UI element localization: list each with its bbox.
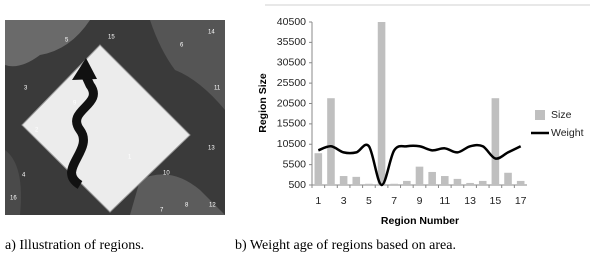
bar: [428, 172, 436, 185]
bar: [327, 98, 335, 185]
bar: [479, 181, 487, 185]
bar: [365, 184, 373, 185]
bar: [340, 176, 348, 185]
x-tick-label: 11: [439, 195, 450, 207]
caption: b) Weight age of regions based on area.: [235, 238, 456, 253]
y-tick-label: 20500: [277, 97, 306, 109]
y-tick-label: 40500: [277, 16, 306, 28]
bar: [352, 177, 360, 185]
legend-label: Weight: [551, 127, 584, 139]
bar: [390, 184, 398, 185]
x-tick-label: 3: [341, 195, 347, 207]
bar: [315, 153, 323, 185]
bar: [441, 176, 449, 185]
caption: a) Illustration of regions.: [5, 238, 144, 253]
y-tick-label: 30500: [277, 57, 306, 69]
x-tick-label: 7: [391, 195, 397, 207]
region-label: 15: [108, 35, 115, 41]
region-label: 16: [10, 196, 17, 202]
region-label: 12: [209, 203, 216, 209]
legend-label: Size: [551, 109, 572, 121]
y-tick-label: 10500: [277, 138, 306, 150]
page: {"illustration": {"region_labels": ["5",…: [0, 0, 597, 260]
bar: [504, 173, 512, 185]
y-tick-label: 5500: [283, 158, 307, 170]
bar: [416, 167, 424, 185]
bar: [492, 98, 500, 185]
x-tick-label: 5: [366, 195, 372, 207]
bar: [517, 181, 525, 185]
y-tick-label: 25500: [277, 77, 306, 89]
x-axis-label: Region Number: [381, 215, 459, 227]
x-tick-label: 9: [417, 195, 423, 207]
figure: 5 15 6 14 3 9 11 2 1 13 4 10 16 7 8 12 a…: [0, 0, 597, 260]
y-tick-label: 15500: [277, 118, 306, 130]
region-label: 14: [208, 30, 215, 36]
x-tick-label: 13: [464, 195, 476, 207]
region-label: 13: [208, 146, 215, 152]
bar: [378, 22, 386, 185]
bar: [454, 179, 462, 185]
x-tick-label: 1: [315, 195, 321, 207]
illustration: 5 15 6 14 3 9 11 2 1 13 4 10 16 7 8 12: [5, 20, 225, 215]
region-label: 11: [214, 86, 221, 92]
x-tick-label: 15: [490, 195, 502, 207]
x-tick-label: 17: [515, 195, 527, 207]
y-tick-label: 35500: [277, 36, 306, 48]
legend-swatch: [535, 110, 545, 120]
bar: [403, 181, 411, 185]
region-label: 10: [163, 171, 170, 177]
bar: [466, 183, 474, 185]
y-axis-label: Region Size: [257, 73, 269, 133]
y-tick-label: 500: [288, 179, 306, 191]
